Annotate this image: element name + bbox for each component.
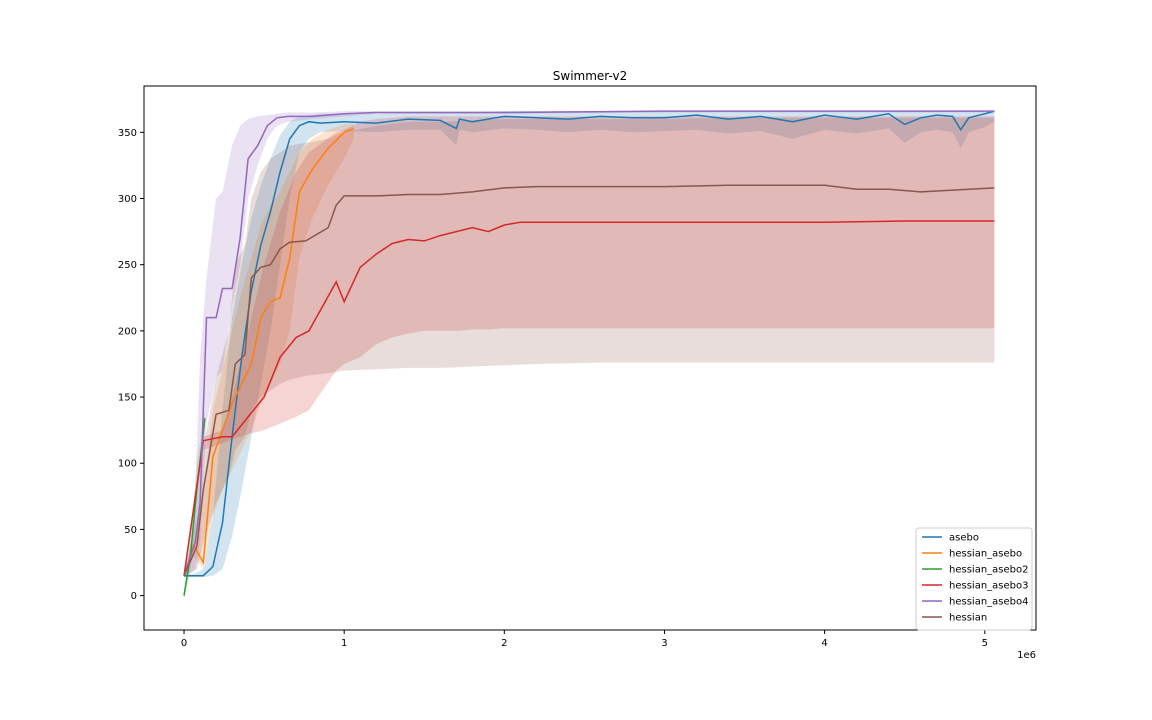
legend-label-hessian_asebo: hessian_asebo (949, 549, 1022, 560)
x-tick-label: 3 (661, 638, 667, 649)
legend-label-asebo: asebo (949, 533, 979, 544)
series-line-hessian_asebo4 (183, 110, 995, 576)
series-line-hessian (183, 184, 995, 577)
legend-label-hessian: hessian (949, 613, 987, 624)
x-tick-label: 2 (501, 638, 507, 649)
series-line-hessian_asebo3 (183, 220, 995, 576)
confidence-bands (184, 111, 995, 600)
x-tick-label: 1 (341, 638, 347, 649)
x-offset-label: 1e6 (1017, 650, 1036, 661)
y-tick-label: 150 (118, 393, 137, 404)
legend-label-hessian_asebo2: hessian_asebo2 (949, 565, 1028, 576)
y-tick-label: 250 (118, 260, 137, 271)
legend-label-hessian_asebo3: hessian_asebo3 (949, 581, 1028, 592)
y-tick-label: 0 (131, 591, 137, 602)
y-tick-label: 200 (118, 326, 137, 337)
y-tick-label: 300 (118, 194, 137, 205)
chart-title: Swimmer-v2 (553, 69, 627, 83)
band-hessian (184, 117, 995, 578)
series-line-hessian_asebo (183, 127, 355, 576)
series-line-asebo (184, 110, 995, 577)
band-hessian_asebo (184, 123, 354, 578)
y-tick-label: 100 (118, 459, 137, 470)
y-axis: 0 50 100 150 200 250 300 350 (118, 128, 144, 602)
x-tick-label: 5 (982, 638, 988, 649)
y-tick-label: 50 (124, 525, 137, 536)
legend-label-hessian_asebo4: hessian_asebo4 (949, 597, 1028, 608)
legend-box (915, 527, 1033, 631)
x-tick-label: 0 (181, 638, 187, 649)
series-lines (183, 110, 995, 596)
axes-frame (143, 85, 1037, 631)
legend: asebo hessian_asebo hessian_asebo2 hessian_… (915, 527, 1033, 631)
band-hessian_asebo3 (184, 116, 995, 578)
x-tick-label: 4 (821, 638, 827, 649)
y-tick-label: 350 (118, 128, 137, 139)
x-axis: 0 1 2 3 4 5 (181, 630, 988, 649)
